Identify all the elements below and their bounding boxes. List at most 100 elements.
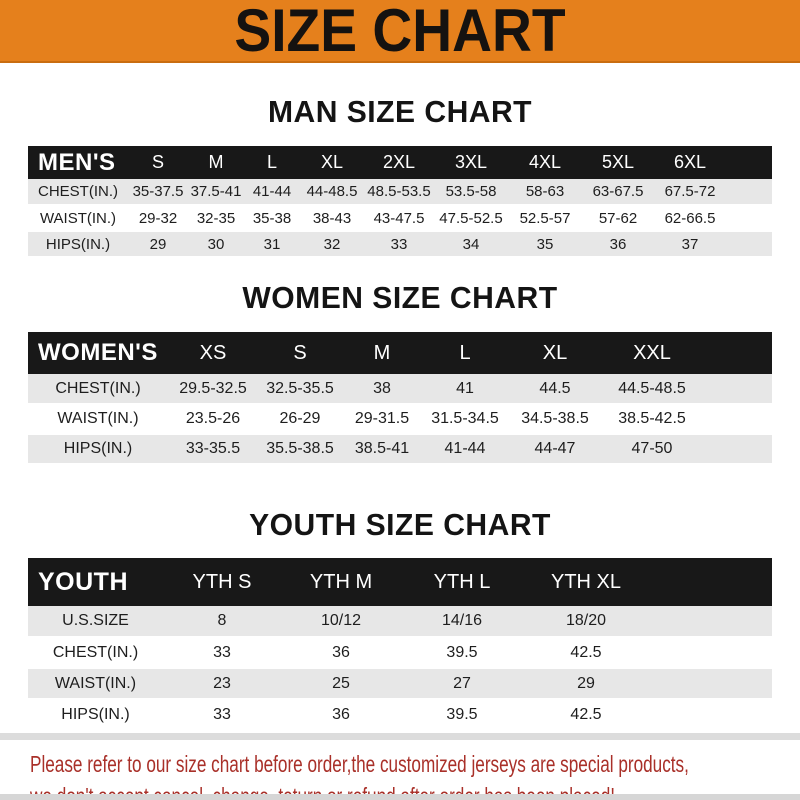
measurement-row: CHEST(IN.) 33 36 39.5 42.5 <box>28 637 772 669</box>
size-column-header: 6XL <box>673 152 707 172</box>
value-cell: 29-32 <box>128 205 188 232</box>
value-cell: 25 <box>281 668 401 700</box>
footer-note: Please refer to our size chart before or… <box>0 748 800 800</box>
value-cell: 34 <box>434 231 508 258</box>
measurement-row: WAIST(IN.) 29-32 32-35 35-38 38-43 43-47.5 47.… <box>28 205 772 232</box>
value-cell: 48.5-53.5 <box>364 179 434 206</box>
size-header-row: WOMEN'S XS S M L XL XXL <box>28 332 772 374</box>
value-cell: 33 <box>163 699 281 731</box>
value-cell: 62-66.5 <box>654 205 726 232</box>
filler-cell <box>726 231 772 258</box>
size-column-header: S <box>151 152 164 172</box>
value-cell: 31.5-34.5 <box>422 404 508 435</box>
women-size-chart-heading: WOMEN SIZE CHART <box>242 280 558 315</box>
value-cell: 47-50 <box>602 434 702 465</box>
size-column-header: YTH M <box>309 570 373 593</box>
footer-line-1: Please refer to our size chart before or… <box>30 751 689 777</box>
size-header-row: YOUTH YTH S YTH M YTH L YTH XL <box>28 558 772 606</box>
filler-cell <box>649 606 772 638</box>
value-cell: 35-38 <box>244 205 300 232</box>
size-column-header: XL <box>320 152 344 172</box>
value-cell: 32-35 <box>188 205 244 232</box>
page-title: SIZE CHART <box>234 0 566 64</box>
value-cell: 35.5-38.5 <box>258 434 342 465</box>
filler-cell <box>702 404 772 435</box>
value-cell: 38-43 <box>300 205 364 232</box>
size-column-header: XL <box>542 341 568 364</box>
row-label-cell: WAIST(IN.) <box>28 668 163 700</box>
size-column-header: YTH L <box>433 570 491 593</box>
filler-cell <box>702 434 772 465</box>
value-cell: 44.5 <box>508 374 602 405</box>
value-cell: 29 <box>128 231 188 258</box>
value-cell: 33-35.5 <box>168 434 258 465</box>
value-cell: 41-44 <box>244 179 300 206</box>
filler-cell <box>702 332 772 374</box>
value-cell: 38.5-41 <box>342 434 422 465</box>
row-label-cell: CHEST(IN.) <box>28 374 168 405</box>
size-column-header: M <box>208 152 224 172</box>
value-cell: 18/20 <box>523 606 649 638</box>
value-cell: 37.5-41 <box>188 179 244 206</box>
value-cell: 39.5 <box>401 637 523 669</box>
value-cell: 36 <box>281 699 401 731</box>
value-cell: 32 <box>300 231 364 258</box>
value-cell: 32.5-35.5 <box>258 374 342 405</box>
value-cell: 44.5-48.5 <box>602 374 702 405</box>
filler-cell <box>726 146 772 179</box>
value-cell: 29 <box>523 668 649 700</box>
value-cell: 23 <box>163 668 281 700</box>
size-chart-banner: SIZE CHART <box>0 0 800 63</box>
value-cell: 41-44 <box>422 434 508 465</box>
size-column-header: 5XL <box>601 152 635 172</box>
row-label-cell: CHEST(IN.) <box>28 179 128 206</box>
value-cell: 53.5-58 <box>434 179 508 206</box>
table-title-cell: YOUTH <box>38 567 128 596</box>
value-cell: 33 <box>163 637 281 669</box>
table-title-cell: WOMEN'S <box>38 339 158 366</box>
value-cell: 36 <box>281 637 401 669</box>
value-cell: 41 <box>422 374 508 405</box>
value-cell: 27 <box>401 668 523 700</box>
table-bottom-divider <box>0 733 800 740</box>
value-cell: 37 <box>654 231 726 258</box>
value-cell: 39.5 <box>401 699 523 731</box>
value-cell: 35 <box>508 231 582 258</box>
row-label-cell: WAIST(IN.) <box>28 404 168 435</box>
table-title-cell: MEN'S <box>38 148 116 176</box>
filler-cell <box>702 374 772 405</box>
filler-cell <box>726 205 772 232</box>
value-cell: 36 <box>582 231 654 258</box>
measurement-row: HIPS(IN.) 33-35.5 35.5-38.5 38.5-41 41-44 44-… <box>28 434 772 465</box>
filler-cell <box>649 668 772 700</box>
size-column-header: XXL <box>633 341 671 364</box>
value-cell: 67.5-72 <box>654 179 726 206</box>
value-cell: 52.5-57 <box>508 205 582 232</box>
value-cell: 57-62 <box>582 205 654 232</box>
row-label-cell: HIPS(IN.) <box>28 699 163 731</box>
size-column-header: 3XL <box>454 152 488 172</box>
value-cell: 47.5-52.5 <box>434 205 508 232</box>
size-header-row: MEN'S S M L XL 2XL 3XL 4XL 5XL 6XL <box>28 146 772 179</box>
measurement-row: CHEST(IN.) 35-37.5 37.5-41 41-44 44-48.5 48.5… <box>28 179 772 206</box>
measurement-row: HIPS(IN.) 29 30 31 32 33 34 35 36 37 <box>28 231 772 258</box>
row-label-cell: CHEST(IN.) <box>28 637 163 669</box>
size-column-header: M <box>373 341 391 364</box>
man-size-chart-heading: MAN SIZE CHART <box>267 94 533 129</box>
measurement-row: U.S.SIZE 8 10/12 14/16 18/20 <box>28 606 772 638</box>
value-cell: 33 <box>364 231 434 258</box>
youth-size-chart-heading: YOUTH SIZE CHART <box>249 507 551 542</box>
filler-cell <box>649 699 772 731</box>
page-bottom-edge <box>0 794 800 800</box>
size-column-header: S <box>293 341 307 364</box>
value-cell: 29.5-32.5 <box>168 374 258 405</box>
measurement-row: CHEST(IN.) 29.5-32.5 32.5-35.5 38 41 44.5 44.5… <box>28 374 772 405</box>
value-cell: 63-67.5 <box>582 179 654 206</box>
value-cell: 44-47 <box>508 434 602 465</box>
value-cell: 23.5-26 <box>168 404 258 435</box>
size-column-header: 2XL <box>382 152 416 172</box>
size-column-header: XS <box>199 341 227 364</box>
filler-cell <box>726 179 772 206</box>
row-label-cell: HIPS(IN.) <box>28 231 128 258</box>
row-label-cell: U.S.SIZE <box>28 606 163 638</box>
